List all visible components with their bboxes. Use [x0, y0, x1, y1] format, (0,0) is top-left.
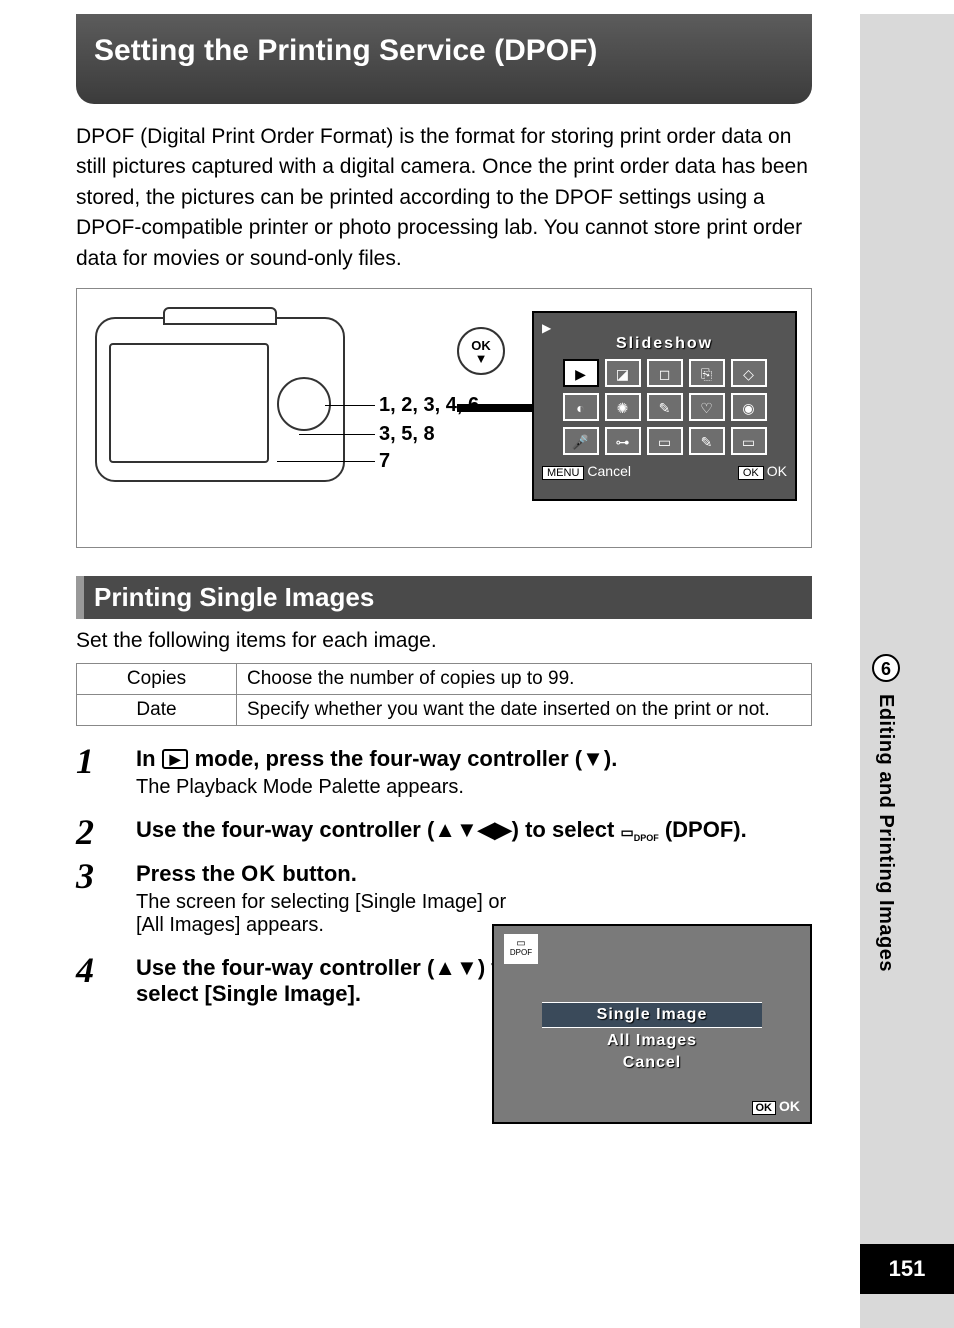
setting-desc: Choose the number of copies up to 99.	[237, 664, 812, 695]
step-title: Use the four-way controller (▲▼◀▶) to se…	[136, 817, 812, 843]
contrast-icon: ◐	[563, 393, 599, 421]
lcd-footer: MENUCancel OKOK	[542, 463, 787, 479]
favorite-icon: ♡	[689, 393, 725, 421]
leader-line	[325, 405, 375, 406]
step-title: Press the OK button.	[136, 861, 566, 887]
dpof-inline-icon: ▭DPOF	[620, 824, 658, 840]
intro-paragraph: DPOF (Digital Print Order Format) is the…	[76, 122, 812, 274]
step-body: The screen for selecting [Single Image] …	[136, 891, 536, 937]
slideshow-icon: ▶	[563, 359, 599, 387]
lcd2-menu: Single Image All Images Cancel	[494, 998, 810, 1076]
lcd2-ok: OKOK	[752, 1098, 801, 1114]
startup-icon: ✎	[689, 427, 725, 455]
callout-c: 7	[379, 450, 390, 473]
leader-line	[277, 461, 375, 462]
leader-line	[299, 434, 375, 435]
protect-icon: ⊶	[605, 427, 641, 455]
page-title: Setting the Printing Service (DPOF)	[94, 34, 597, 67]
ok-tag: OK	[738, 466, 764, 480]
page-number: 151	[860, 1244, 954, 1294]
resize-icon: ◪	[605, 359, 641, 387]
section-title: Printing Single Images	[76, 576, 812, 619]
menu-item-single: Single Image	[542, 1002, 762, 1028]
step-2: Use the four-way controller (▲▼◀▶) to se…	[76, 817, 812, 843]
menu-item-all: All Images	[494, 1032, 810, 1050]
lcd-icon-row: ▶ ◪ ◻ ⎘ ◇	[542, 359, 787, 387]
ok-label: OK	[767, 463, 787, 479]
lcd-icon-row: 🎤 ⊶ ▭ ✎ ▭	[542, 427, 787, 455]
section-subtext: Set the following items for each image.	[76, 629, 812, 653]
rotate-icon: ◇	[731, 359, 767, 387]
chapter-title: Editing and Printing Images	[874, 694, 897, 972]
page-title-banner: Setting the Printing Service (DPOF)	[76, 14, 812, 104]
ok-text: OK	[241, 861, 276, 886]
voice-icon: 🎤	[563, 427, 599, 455]
menu-item-cancel: Cancel	[494, 1054, 810, 1072]
dpof-badge-icon: ▭DPOF	[504, 934, 538, 964]
setting-name: Copies	[77, 664, 237, 695]
ok-label: OK	[779, 1098, 800, 1114]
lcd-icon-row: ◐ ✺ ✎ ♡ ◉	[542, 393, 787, 421]
chevron-down-icon: ▼	[475, 351, 488, 366]
cancel-label: Cancel	[587, 463, 631, 479]
callout-b: 3, 5, 8	[379, 423, 435, 446]
frame-icon: ✎	[647, 393, 683, 421]
menu-tag: MENU	[542, 466, 584, 480]
lcd-title: Slideshow	[542, 335, 787, 353]
info-icon: ▭	[731, 427, 767, 455]
chapter-number: 6	[872, 654, 900, 682]
step-body: The Playback Mode Palette appears.	[136, 776, 812, 799]
ok-button-icon: OK ▼	[457, 327, 505, 375]
settings-table: Copies Choose the number of copies up to…	[76, 663, 812, 726]
lcd-slideshow-screen: ▶ Slideshow ▶ ◪ ◻ ⎘ ◇ ◐ ✺ ✎ ♡ ◉ 🎤 ⊶ ▭ ✎	[532, 311, 797, 501]
camera-lcd-outline	[109, 343, 269, 463]
ok-tag: OK	[752, 1101, 777, 1115]
camera-outline	[95, 317, 345, 482]
dpof-icon: ▭	[647, 427, 683, 455]
playback-icon: ▶	[162, 749, 189, 769]
lcd-dpof-screen: ▭DPOF Single Image All Images Cancel OKO…	[492, 924, 812, 1124]
setting-desc: Specify whether you want the date insert…	[237, 695, 812, 726]
camera-diagram: 1, 2, 3, 4, 6 3, 5, 8 7 OK ▼ ▶ Slideshow…	[76, 288, 812, 548]
copy-icon: ⎘	[689, 359, 725, 387]
camera-controller-outline	[277, 377, 331, 431]
table-row: Copies Choose the number of copies up to…	[77, 664, 812, 695]
redeye-icon: ◉	[731, 393, 767, 421]
table-row: Date Specify whether you want the date i…	[77, 695, 812, 726]
setting-name: Date	[77, 695, 237, 726]
crop-icon: ◻	[647, 359, 683, 387]
filter-icon: ✺	[605, 393, 641, 421]
step-title: In ▶ mode, press the four-way controller…	[136, 746, 812, 772]
step-1: In ▶ mode, press the four-way controller…	[76, 746, 812, 799]
